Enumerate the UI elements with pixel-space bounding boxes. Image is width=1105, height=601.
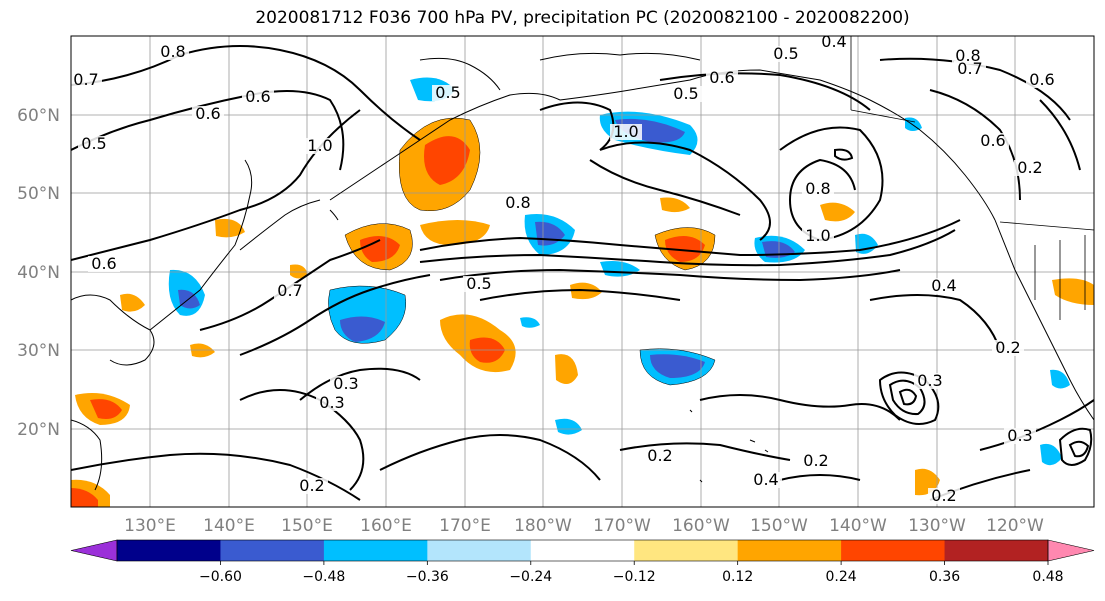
colorbar-bin xyxy=(944,540,1049,561)
coastlines xyxy=(71,52,1094,491)
contour-label: 0.7 xyxy=(277,281,302,300)
colorbar-bin xyxy=(427,540,532,561)
colorbar-tick-label: −0.24 xyxy=(509,569,552,585)
lon-label: 170°W xyxy=(593,516,651,536)
contour-label: 0.4 xyxy=(753,470,778,489)
contour-labels: 0.8 0.50.40.80.70.60.60.60.7 0.60.50.60.51… xyxy=(70,32,1058,505)
contour-label: 0.8 xyxy=(805,179,830,198)
map-frame xyxy=(70,35,1095,508)
contour-label: 0.5 xyxy=(81,134,106,153)
longitude-labels: 130°E 140°E 150°E 160°E 170°E 180°W 170°W 160°W… xyxy=(124,516,1044,536)
contour-label: 1.0 xyxy=(307,136,332,155)
contour-label: 0.2 xyxy=(803,451,828,470)
precip-shading xyxy=(71,77,1094,507)
colorbar-bin xyxy=(530,540,635,561)
contour-label: 0.2 xyxy=(647,446,672,465)
lon-label: 150°W xyxy=(750,516,808,536)
colorbar-tick-label: 0.48 xyxy=(1032,569,1063,585)
lat-label: 50°N xyxy=(17,184,60,204)
colorbar: −0.60 −0.48 −0.36 −0.24 −0.12 0.12 0.24 0.36 0.4… xyxy=(70,539,1095,585)
contour-label: 0.2 xyxy=(995,338,1020,357)
lon-label: 130°W xyxy=(908,516,966,536)
colorbar-tick-label: −0.36 xyxy=(406,569,449,585)
shading-outlines xyxy=(328,117,716,386)
colorbar-tick-label: 0.24 xyxy=(826,569,857,585)
contour-label: 0.8 xyxy=(505,193,530,212)
contour-label: 0.8 xyxy=(160,42,185,61)
colorbar-tick-label: −0.12 xyxy=(613,569,656,585)
lon-label: 140°E xyxy=(203,516,255,536)
lon-label: 180°W xyxy=(514,516,572,536)
lon-label: 150°E xyxy=(281,516,333,536)
lon-label: 170°E xyxy=(439,516,491,536)
contour-label: 1.0 xyxy=(805,226,830,245)
graticule xyxy=(71,36,1094,507)
lon-label: 120°W xyxy=(986,516,1044,536)
contour-label: 1.0 xyxy=(613,122,638,141)
colorbar-tick-label: 0.12 xyxy=(722,569,753,585)
contour-label: 0.2 xyxy=(1017,158,1042,177)
lat-label: 30°N xyxy=(17,341,60,361)
contour-label: 0.2 xyxy=(299,476,324,495)
colorbar-extend-low xyxy=(70,539,118,562)
contour-label: 0.6 xyxy=(980,131,1005,150)
lon-label: 140°W xyxy=(829,516,887,536)
colorbar-bin xyxy=(634,540,739,561)
contour-label: 0.2 xyxy=(931,486,956,505)
contour-label: 0.3 xyxy=(319,393,344,412)
contour-label: 0.3 xyxy=(917,371,942,390)
contour-label: 0.4 xyxy=(821,32,846,51)
contour-label: 0.3 xyxy=(333,374,358,393)
contour-label: 0.7 xyxy=(957,59,982,78)
lat-label: 40°N xyxy=(17,263,60,283)
contour-label: 0.6 xyxy=(195,104,220,123)
contour-label: 0.5 xyxy=(435,83,460,102)
map-title: 2020081712 F036 700 hPa PV, precipitatio… xyxy=(255,8,910,28)
colorbar-bin xyxy=(323,540,428,561)
lon-label: 160°W xyxy=(672,516,730,536)
lat-label: 60°N xyxy=(17,106,60,126)
contour-label: 0.6 xyxy=(91,254,116,273)
colorbar-bin xyxy=(220,540,325,561)
contour-label: 0.6 xyxy=(245,87,270,106)
contour-label: 0.3 xyxy=(1007,426,1032,445)
colorbar-tick-label: −0.48 xyxy=(302,569,345,585)
colorbar-bin xyxy=(117,540,221,561)
contour-label: 0.6 xyxy=(1029,70,1054,89)
contour-label: 0.7 xyxy=(73,70,98,89)
colorbar-tick-label: −0.60 xyxy=(199,569,242,585)
colorbar-bin xyxy=(737,540,842,561)
lat-label: 20°N xyxy=(17,420,60,440)
colorbar-extend-high xyxy=(1047,539,1095,562)
lon-label: 130°E xyxy=(124,516,176,536)
colorbar-tick-label: 0.36 xyxy=(929,569,960,585)
contour-label: 0.5 xyxy=(673,84,698,103)
contour-label: 0.6 xyxy=(709,68,734,87)
contour-label: 0.5 xyxy=(773,44,798,63)
lon-label: 160°E xyxy=(360,516,412,536)
latitude-labels: 60°N 50°N 40°N 30°N 20°N xyxy=(17,106,60,440)
contour-label: 0.5 xyxy=(466,274,491,293)
contour-label: 0.8 xyxy=(955,46,980,65)
contour-label: 0.4 xyxy=(931,276,956,295)
colorbar-bin xyxy=(841,540,946,561)
